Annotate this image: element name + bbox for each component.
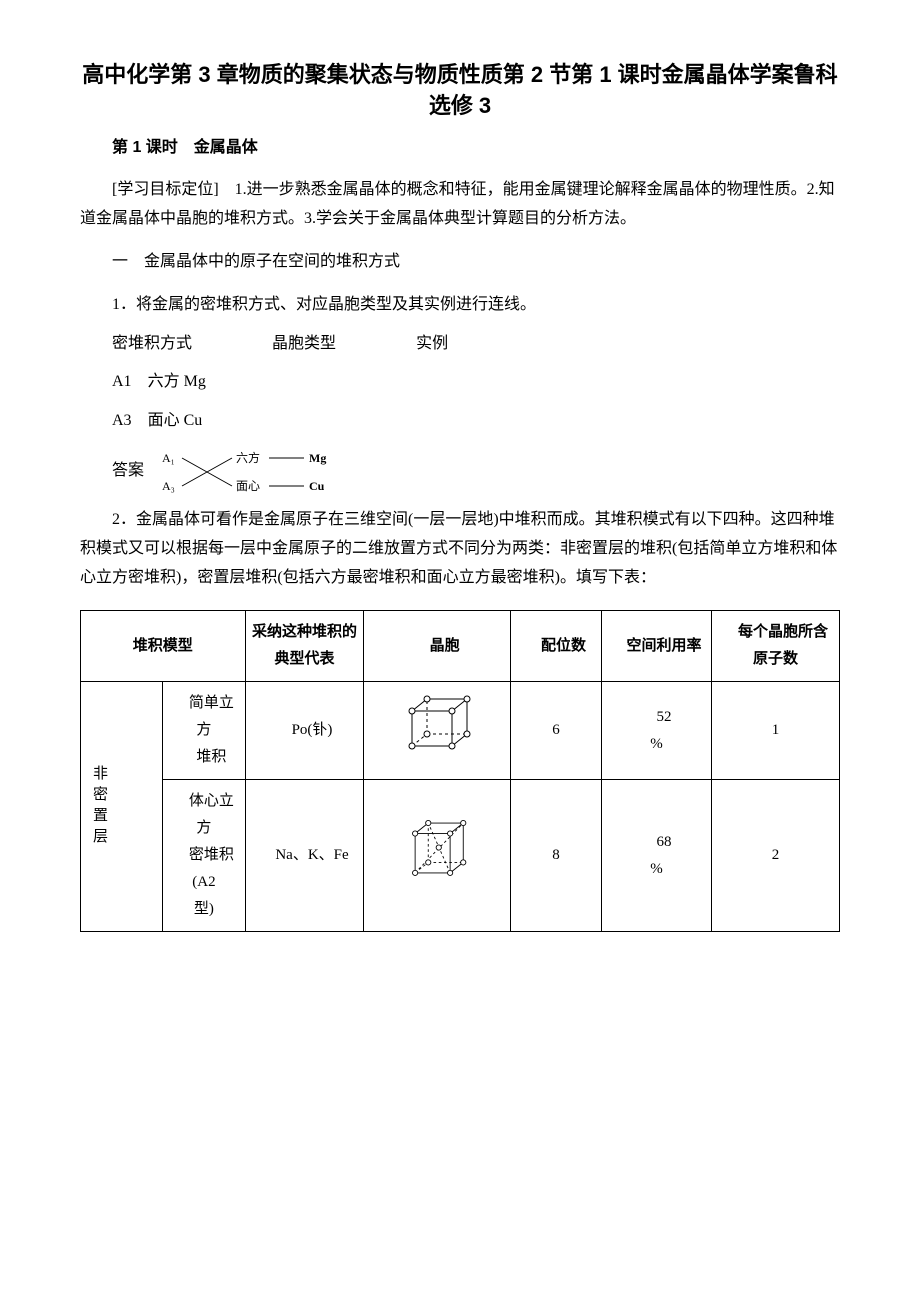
typical-1: Po(钋) — [245, 682, 364, 780]
cross-link-diagram: A₁ A₃ 六方 面心 Mg Cu — [154, 446, 354, 496]
th-util: 空间利用率 — [602, 611, 712, 682]
substack-2: 体心立方 密堆积(A2型) — [163, 780, 245, 932]
table-row: 体心立方 密堆积(A2型) Na、K、Fe — [81, 780, 840, 932]
table-row: 非密置层 简单立方 堆积 Po(钋) — [81, 682, 840, 780]
cd-left-top: A₁ — [162, 451, 175, 465]
cd-mid-bot: 面心 — [236, 479, 260, 493]
typical-2: Na、K、Fe — [245, 780, 364, 932]
table-header-row: 堆积模型 采纳这种堆积的典型代表 晶胞 配位数 空间利用率 每个晶胞所含原子数 — [81, 611, 840, 682]
page-title: 高中化学第 3 章物质的聚集状态与物质性质第 2 节第 1 课时金属晶体学案鲁科… — [80, 60, 840, 122]
cell-diagram-2 — [364, 780, 510, 932]
substack-1: 简单立方 堆积 — [163, 682, 245, 780]
bcc-icon — [397, 816, 477, 886]
answer-label: 答案 — [80, 457, 144, 486]
util-2: 68% — [602, 780, 712, 932]
section-heading-1: 一 金属晶体中的原子在空间的堆积方式 — [80, 248, 840, 277]
atoms-1: 1 — [711, 682, 839, 780]
cd-right-bot: Cu — [309, 479, 325, 493]
link1-right: Mg — [184, 373, 206, 390]
atoms-2: 2 — [711, 780, 839, 932]
util-1: 52% — [602, 682, 712, 780]
th-typical: 采纳这种堆积的典型代表 — [245, 611, 364, 682]
link2-right: Cu — [184, 412, 203, 429]
link-header-mid: 晶胞类型 — [272, 335, 336, 352]
answer-row: 答案 A₁ A₃ 六方 面心 Mg Cu — [80, 446, 840, 496]
coord-1: 6 — [510, 682, 601, 780]
cd-left-bot: A₃ — [162, 479, 175, 493]
th-atoms: 每个晶胞所含原子数 — [711, 611, 839, 682]
link1-mid: 六方 — [148, 373, 180, 390]
item-1: 1．将金属的密堆积方式、对应晶胞类型及其实例进行连线。 — [80, 291, 840, 320]
item-2: 2．金属晶体可看作是金属原子在三维空间(一层一层地)中堆积而成。其堆积模式有以下… — [80, 506, 840, 592]
rowgroup-label: 非密置层 — [81, 682, 163, 932]
th-coord: 配位数 — [510, 611, 601, 682]
link-header-row: 密堆积方式 晶胞类型 实例 — [80, 330, 840, 359]
objective-paragraph: [学习目标定位] 1.进一步熟悉金属晶体的概念和特征，能用金属键理论解释金属晶体… — [80, 176, 840, 234]
cd-right-top: Mg — [309, 451, 326, 465]
link-header-right: 实例 — [416, 335, 448, 352]
link-row-1: A1 六方 Mg — [80, 368, 840, 397]
cd-mid-top: 六方 — [236, 450, 260, 465]
link2-mid: 面心 — [148, 412, 180, 429]
coord-2: 8 — [510, 780, 601, 932]
link1-left: A1 — [112, 373, 132, 390]
lesson-subtitle: 第 1 课时 金属晶体 — [80, 134, 840, 163]
cell-diagram-1 — [364, 682, 510, 780]
simple-cubic-icon — [397, 691, 477, 761]
th-cell: 晶胞 — [364, 611, 510, 682]
th-stackmodel: 堆积模型 — [81, 611, 246, 682]
link-row-2: A3 面心 Cu — [80, 407, 840, 436]
link-header-left: 密堆积方式 — [112, 335, 192, 352]
stacking-table: 堆积模型 采纳这种堆积的典型代表 晶胞 配位数 空间利用率 每个晶胞所含原子数 … — [80, 610, 840, 932]
link2-left: A3 — [112, 412, 132, 429]
